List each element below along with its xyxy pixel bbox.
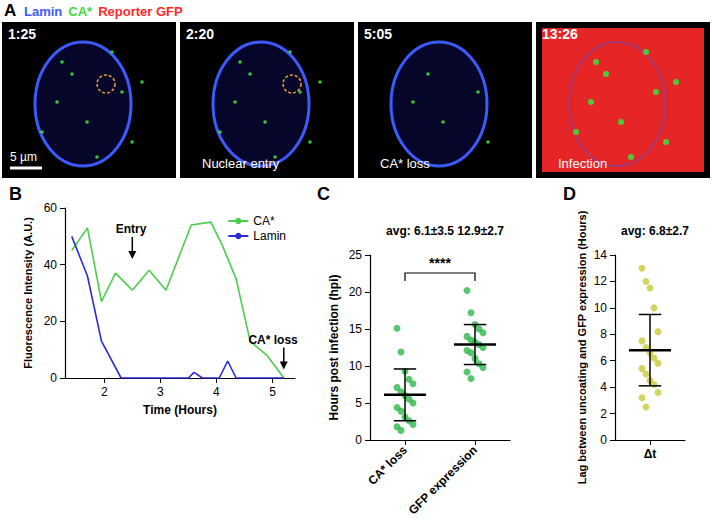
svg-text:CA* loss: CA* loss xyxy=(248,333,298,347)
svg-text:avg: 6.8±2.7: avg: 6.8±2.7 xyxy=(621,224,689,238)
svg-text:D: D xyxy=(563,184,576,204)
svg-text:Fluorescence Intensity (A.U.): Fluorescence Intensity (A.U.) xyxy=(22,217,34,369)
svg-text:1:25: 1:25 xyxy=(8,26,36,42)
svg-text:25: 25 xyxy=(349,248,363,262)
svg-text:0: 0 xyxy=(600,433,607,447)
svg-text:5:05: 5:05 xyxy=(364,26,392,42)
svg-text:4: 4 xyxy=(213,385,220,399)
svg-text:CA* loss: CA* loss xyxy=(380,156,430,171)
svg-text:20: 20 xyxy=(349,285,363,299)
svg-text:B: B xyxy=(9,184,22,204)
svg-text:CA*: CA* xyxy=(253,214,275,228)
svg-text:Infection: Infection xyxy=(558,156,607,171)
svg-text:Lamin: Lamin xyxy=(253,229,286,243)
svg-text:GFP expression: GFP expression xyxy=(406,443,480,517)
svg-text:20: 20 xyxy=(44,314,58,328)
svg-text:12: 12 xyxy=(594,274,608,288)
svg-text:C: C xyxy=(317,184,330,204)
svg-text:LaminCA*Reporter GFP: LaminCA*Reporter GFP xyxy=(24,4,183,19)
svg-text:5: 5 xyxy=(355,396,362,410)
svg-text:2: 2 xyxy=(101,385,108,399)
svg-text:0: 0 xyxy=(355,433,362,447)
svg-text:CA* loss: CA* loss xyxy=(365,443,410,488)
svg-text:4: 4 xyxy=(600,380,607,394)
svg-text:10: 10 xyxy=(594,301,608,315)
svg-text:Time (Hours): Time (Hours) xyxy=(143,403,217,417)
svg-text:14: 14 xyxy=(594,248,608,262)
svg-text:Entry: Entry xyxy=(116,222,147,236)
svg-text:15: 15 xyxy=(349,322,363,336)
svg-text:Hours post infection (hpi): Hours post infection (hpi) xyxy=(327,275,341,421)
svg-text:8: 8 xyxy=(600,327,607,341)
svg-text:10: 10 xyxy=(349,359,363,373)
svg-text:3: 3 xyxy=(157,385,164,399)
svg-text:5: 5 xyxy=(269,385,276,399)
svg-text:Nuclear entry: Nuclear entry xyxy=(202,156,280,171)
svg-text:avg: 6.1±3.5 12.9±2.7: avg: 6.1±3.5 12.9±2.7 xyxy=(386,224,504,238)
svg-text:A: A xyxy=(4,1,16,20)
svg-text:6: 6 xyxy=(600,354,607,368)
svg-text:13:26: 13:26 xyxy=(542,26,578,42)
svg-text:0: 0 xyxy=(50,371,57,385)
svg-text:60: 60 xyxy=(44,201,58,215)
svg-text:40: 40 xyxy=(44,258,58,272)
svg-text:2: 2 xyxy=(600,407,607,421)
svg-text:5 µm: 5 µm xyxy=(10,150,37,164)
svg-text:2:20: 2:20 xyxy=(186,26,214,42)
svg-text:Lag between uncoating and GFP: Lag between uncoating and GFP expression… xyxy=(576,210,588,484)
svg-text:Δt: Δt xyxy=(644,447,657,461)
svg-text:****: **** xyxy=(429,255,451,271)
